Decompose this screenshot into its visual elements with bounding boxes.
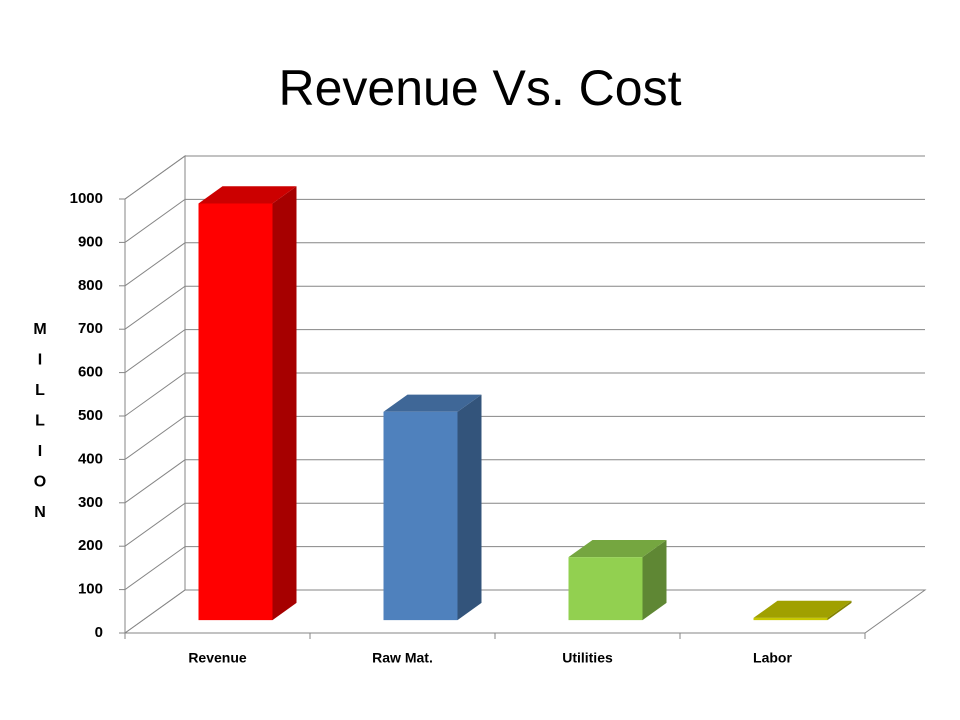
grid-line xyxy=(124,285,925,330)
y-tick-label: 0 xyxy=(95,624,103,641)
x-tick-label: Raw Mat. xyxy=(372,650,433,666)
grid-line xyxy=(124,502,925,547)
y-tick-label: 600 xyxy=(78,364,103,381)
bar xyxy=(383,411,458,621)
bar-top xyxy=(568,539,667,558)
y-tick-label: 300 xyxy=(78,494,103,511)
grid-line xyxy=(124,242,925,287)
grid-line xyxy=(124,415,925,460)
y-tick-label: 1000 xyxy=(70,190,103,207)
grid-line xyxy=(124,372,925,417)
bar-top xyxy=(753,600,852,618)
chart-title: Revenue Vs. Cost xyxy=(279,60,682,116)
bar xyxy=(753,617,828,621)
bar-side xyxy=(272,186,297,621)
grid-line xyxy=(124,459,925,504)
grid-line xyxy=(124,546,925,591)
bar-top xyxy=(383,394,482,412)
y-tick-label: 900 xyxy=(78,233,103,250)
grid-line xyxy=(124,198,925,243)
y-tick-label: 700 xyxy=(78,320,103,337)
grid-line xyxy=(124,589,925,634)
bar xyxy=(198,203,273,621)
y-tick-label: 800 xyxy=(78,277,103,294)
bar-side xyxy=(642,539,667,621)
y-tick-label: 500 xyxy=(78,407,103,424)
bar xyxy=(568,557,643,621)
x-tick-label: Revenue xyxy=(188,650,247,666)
y-tick-label: 100 xyxy=(78,581,103,598)
grid-line xyxy=(124,155,925,200)
y-tick-label: 200 xyxy=(78,537,103,554)
bar-top xyxy=(198,186,297,204)
x-tick-label: Utilities xyxy=(562,650,613,666)
y-tick-label: 400 xyxy=(78,450,103,467)
bar-side xyxy=(457,394,482,621)
x-tick-label: Labor xyxy=(753,650,792,666)
grid-line xyxy=(124,329,925,374)
bar-side xyxy=(827,600,852,621)
